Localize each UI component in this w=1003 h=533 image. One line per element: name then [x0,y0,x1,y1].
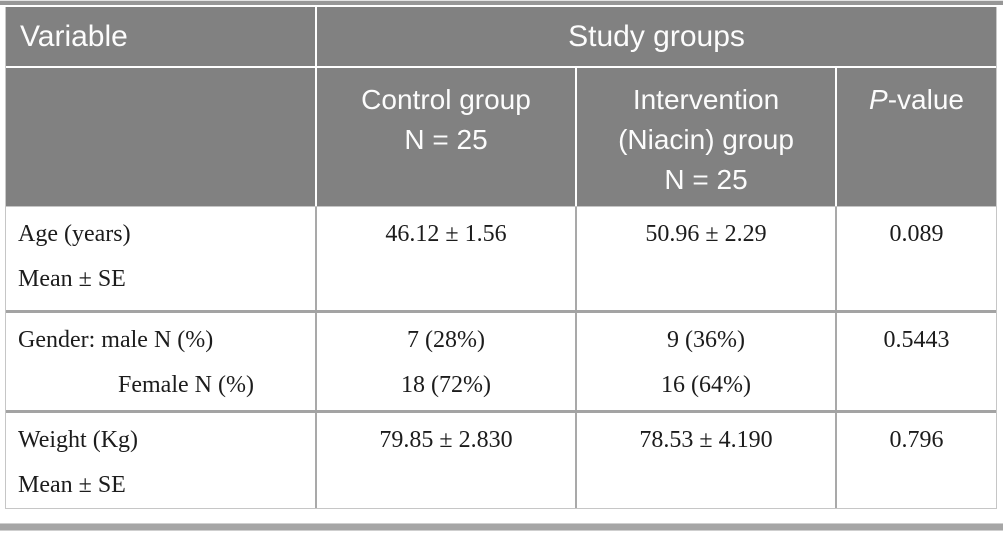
cell-age-intervention: 50.96 ± 2.29 [575,207,835,310]
gender-control-male-value: 7 (28%) [407,327,485,353]
cell-age-control: 46.12 ± 1.56 [315,207,575,310]
table-row-gender: Gender: male N (%) Female N (%) 7 (28%) … [6,310,996,410]
intervention-group-n: N = 25 [664,164,748,195]
demographics-table: Variable Study groups Control group N = … [5,7,997,509]
cell-gender-control: 7 (28%) 18 (72%) [315,313,575,410]
weight-p-value: 0.796 [889,427,944,453]
cell-weight-control: 79.85 ± 2.830 [315,413,575,508]
table-body: Age (years) Mean ± SE 46.12 ± 1.56 50.96… [5,206,997,509]
age-intervention-value: 50.96 ± 2.29 [645,221,767,247]
column-header-study-groups: Study groups [315,7,996,66]
weight-control-value: 79.85 ± 2.830 [379,427,513,453]
header-row-2: Control group N = 25 Intervention (Niaci… [6,68,996,206]
column-header-p-value: P-value [835,68,996,206]
cell-weight-p-value: 0.796 [835,413,996,508]
cell-gender-p-value: 0.5443 [835,313,996,410]
column-header-control-group: Control group N = 25 [315,68,575,206]
header-row-1: Variable Study groups [6,7,996,68]
p-value-symbol: P [869,84,888,115]
weight-intervention-value: 78.53 ± 4.190 [639,427,773,453]
gender-p-value: 0.5443 [883,327,950,353]
control-group-label: Control group [361,84,531,115]
age-control-value: 46.12 ± 1.56 [385,221,507,247]
table-row-weight: Weight (Kg) Mean ± SE 79.85 ± 2.830 78.5… [6,410,996,508]
gender-intervention-female-value: 16 (64%) [661,372,751,398]
gender-control-female-value: 18 (72%) [401,372,491,398]
gender-female-label: Female N (%) [118,372,254,398]
weight-label: Weight (Kg) [18,427,139,453]
age-measure-label: Mean ± SE [18,266,126,292]
intervention-group-label: Intervention [632,84,780,115]
table-header: Variable Study groups Control group N = … [5,7,997,206]
weight-measure-label: Mean ± SE [18,472,126,498]
cell-weight-intervention: 78.53 ± 4.190 [575,413,835,508]
age-p-value: 0.089 [889,221,944,247]
table-row-age: Age (years) Mean ± SE 46.12 ± 1.56 50.96… [6,207,996,310]
cell-weight-variable: Weight (Kg) Mean ± SE [6,413,315,508]
control-group-n: N = 25 [404,124,488,155]
column-header-intervention-group: Intervention (Niacin) group N = 25 [575,68,835,206]
cell-gender-intervention: 9 (36%) 16 (64%) [575,313,835,410]
gender-intervention-male-value: 9 (36%) [667,327,745,353]
table-bottom-rule [0,523,1003,531]
p-value-suffix: -value [887,84,964,115]
cell-age-p-value: 0.089 [835,207,996,310]
table-top-rule [0,0,1003,5]
intervention-group-niacin: (Niacin) group [618,124,794,155]
cell-gender-variable: Gender: male N (%) Female N (%) [6,313,315,410]
cell-age-variable: Age (years) Mean ± SE [6,207,315,310]
column-header-variable: Variable [20,20,128,53]
age-label: Age (years) [18,221,131,247]
column-header-empty [6,68,315,206]
gender-male-label: Gender: male N (%) [18,327,214,353]
